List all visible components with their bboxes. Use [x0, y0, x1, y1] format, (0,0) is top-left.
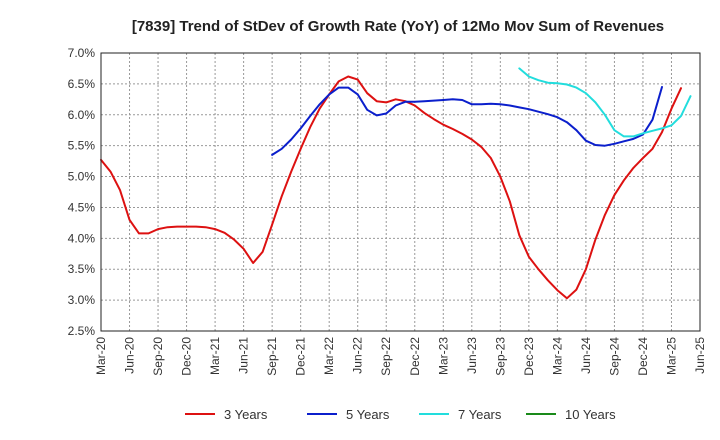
legend-label-3-years: 3 Years [224, 407, 268, 422]
chart-title: [7839] Trend of StDev of Growth Rate (Yo… [132, 18, 664, 35]
y-axis-ticks: 2.5% 3.0% 3.5% 4.0% 4.5% 5.0% 5.5% 6.0% 6.5% 7.0% [68, 46, 96, 338]
x-tick-label: Jun-25 [693, 337, 707, 374]
x-tick-label: Mar-20 [94, 337, 108, 375]
x-axis-ticks: Mar-20 Jun-20 Sep-20 Dec-20 Mar-21 Jun-21 Sep-… [94, 337, 707, 376]
y-tick-label: 4.0% [68, 231, 96, 245]
x-tick-label: Dec-22 [408, 337, 422, 376]
x-tick-label: Mar-24 [550, 337, 564, 375]
y-tick-label: 5.5% [68, 139, 96, 153]
x-tick-label: Dec-21 [294, 337, 308, 376]
x-tick-label: Jun-21 [237, 337, 251, 374]
series-line-3-years [100, 75, 682, 300]
x-tick-label: Sep-21 [265, 337, 279, 376]
y-tick-label: 4.5% [68, 200, 96, 214]
plot-area [101, 53, 700, 331]
x-tick-label: Dec-24 [636, 337, 650, 376]
x-tick-label: Jun-23 [465, 337, 479, 374]
x-tick-label: Dec-20 [180, 337, 194, 376]
x-tick-label: Mar-21 [208, 337, 222, 375]
x-tick-label: Jun-22 [351, 337, 365, 374]
series-line-7-years [518, 67, 692, 138]
plot-border [100, 52, 701, 332]
legend-label-7-years: 7 Years [458, 407, 502, 422]
y-tick-label: 3.5% [68, 262, 96, 276]
series-lines [100, 67, 692, 300]
y-tick-label: 6.0% [68, 108, 96, 122]
y-tick-label: 6.5% [68, 77, 96, 91]
x-tick-label: Mar-25 [664, 337, 678, 375]
legend-label-5-years: 5 Years [346, 407, 390, 422]
y-tick-label: 3.0% [68, 293, 96, 307]
y-tick-label: 7.0% [68, 46, 96, 60]
y-tick-label: 5.0% [68, 170, 96, 184]
series-line-5-years [271, 86, 663, 156]
x-tick-label: Jun-20 [123, 337, 137, 374]
y-tick-label: 2.5% [68, 324, 96, 338]
legend-label-10-years: 10 Years [565, 407, 616, 422]
x-tick-label: Sep-23 [493, 337, 507, 376]
x-tick-label: Dec-23 [522, 337, 536, 376]
x-tick-label: Mar-23 [436, 337, 450, 375]
x-tick-label: Sep-22 [379, 337, 393, 376]
legend: 3 Years 5 Years 7 Years 10 Years [185, 407, 616, 422]
x-tick-label: Sep-24 [607, 337, 621, 376]
x-tick-label: Jun-24 [579, 337, 593, 374]
x-tick-label: Mar-22 [322, 337, 336, 375]
x-tick-label: Sep-20 [151, 337, 165, 376]
